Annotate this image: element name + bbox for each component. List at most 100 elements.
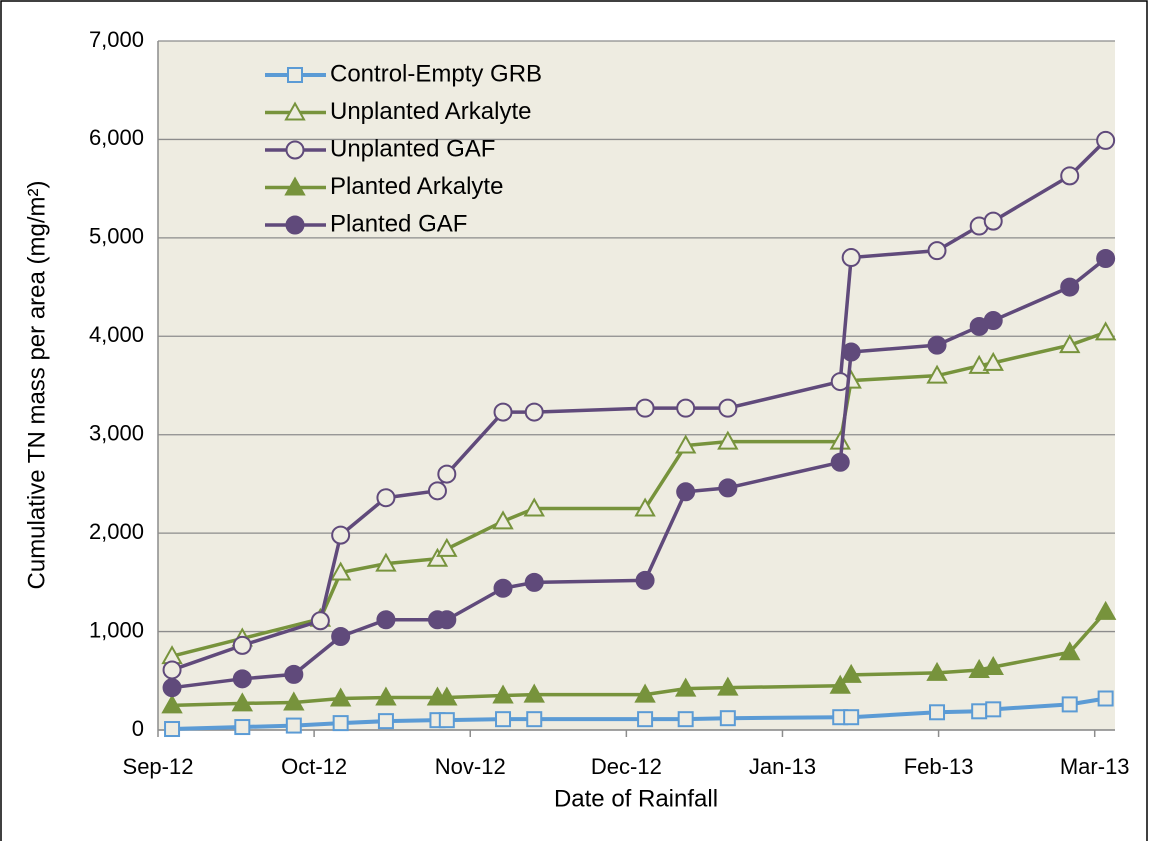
marker xyxy=(377,713,394,730)
y-tick-label: 6,000 xyxy=(89,125,144,150)
marker xyxy=(523,497,545,517)
marker xyxy=(1060,277,1080,297)
marker xyxy=(719,710,736,727)
y-tick-label: 1,000 xyxy=(89,617,144,642)
marker xyxy=(843,709,860,726)
marker xyxy=(285,215,305,235)
y-axis-label: Cumulative TN mass per area (mg/m²) xyxy=(23,181,50,590)
marker xyxy=(285,717,302,734)
marker xyxy=(231,692,254,712)
marker xyxy=(830,452,850,472)
marker xyxy=(829,674,851,694)
y-tick-label: 5,000 xyxy=(89,224,144,249)
marker xyxy=(982,655,1004,676)
marker xyxy=(1094,600,1117,620)
marker xyxy=(427,481,447,501)
marker xyxy=(161,694,183,714)
marker xyxy=(492,510,514,530)
marker xyxy=(524,402,544,422)
marker xyxy=(437,610,457,630)
marker xyxy=(234,719,251,736)
marker xyxy=(971,703,988,720)
legend-label: Unplanted GAF xyxy=(330,135,495,162)
x-tick-label: Oct-12 xyxy=(281,754,347,779)
marker xyxy=(329,687,352,707)
x-tick-label: Dec-12 xyxy=(591,754,662,779)
marker xyxy=(717,676,739,696)
x-tick-label: Nov-12 xyxy=(435,754,506,779)
x-axis-label: Date of Rainfall xyxy=(554,785,718,812)
marker xyxy=(926,364,948,384)
marker xyxy=(926,661,948,681)
marker xyxy=(634,497,656,517)
marker xyxy=(375,552,397,572)
marker xyxy=(1060,166,1080,186)
marker xyxy=(162,678,182,698)
marker xyxy=(985,701,1002,718)
marker xyxy=(1059,641,1081,661)
marker xyxy=(375,686,397,706)
marker xyxy=(331,626,351,646)
marker xyxy=(983,311,1003,331)
marker xyxy=(927,335,947,355)
x-tick-label: Mar-13 xyxy=(1060,754,1130,779)
marker xyxy=(929,704,946,721)
marker xyxy=(493,402,513,422)
legend-label: Planted Arkalyte xyxy=(330,173,503,200)
y-tick-label: 7,000 xyxy=(89,27,144,52)
marker xyxy=(438,712,455,729)
marker xyxy=(492,684,514,704)
marker xyxy=(376,610,396,630)
marker xyxy=(1097,690,1114,707)
legend-entry: Control-Empty GRB xyxy=(265,60,542,87)
legend-label: Unplanted Arkalyte xyxy=(330,98,531,125)
marker xyxy=(523,683,545,703)
marker xyxy=(718,478,738,498)
marker xyxy=(283,691,305,711)
marker xyxy=(674,434,697,454)
marker xyxy=(232,635,252,655)
legend-entry: Unplanted GAF xyxy=(265,135,495,162)
marker xyxy=(1096,130,1116,150)
marker xyxy=(437,464,457,484)
x-tick-label: Jan-13 xyxy=(749,754,816,779)
legend-entry: Unplanted Arkalyte xyxy=(265,98,531,125)
marker xyxy=(676,398,696,418)
marker xyxy=(524,572,544,592)
legend-entry: Planted GAF xyxy=(265,210,467,237)
marker xyxy=(1096,249,1116,269)
marker xyxy=(526,711,543,728)
marker xyxy=(677,711,694,728)
y-tick-label: 2,000 xyxy=(89,519,144,544)
marker xyxy=(284,664,304,684)
marker xyxy=(285,140,305,160)
marker xyxy=(376,488,396,508)
y-tick-label: 4,000 xyxy=(89,322,144,347)
x-tick-label: Feb-13 xyxy=(904,754,974,779)
x-tick-label: Sep-12 xyxy=(123,754,194,779)
marker xyxy=(495,711,512,728)
marker xyxy=(284,176,306,196)
marker xyxy=(634,683,656,703)
marker xyxy=(1061,696,1078,713)
marker xyxy=(635,570,655,590)
legend-label: Control-Empty GRB xyxy=(330,60,542,87)
marker xyxy=(982,351,1004,371)
marker xyxy=(635,398,655,418)
marker xyxy=(1094,321,1117,341)
marker xyxy=(310,611,330,631)
marker xyxy=(284,101,306,121)
y-tick-label: 0 xyxy=(132,716,144,741)
marker xyxy=(162,660,182,680)
marker xyxy=(164,721,181,738)
marker xyxy=(331,525,351,545)
marker xyxy=(983,211,1003,231)
y-tick-label: 3,000 xyxy=(89,421,144,446)
marker xyxy=(676,482,696,502)
legend-label: Planted GAF xyxy=(330,210,467,237)
marker xyxy=(841,342,861,362)
marker xyxy=(287,67,303,83)
